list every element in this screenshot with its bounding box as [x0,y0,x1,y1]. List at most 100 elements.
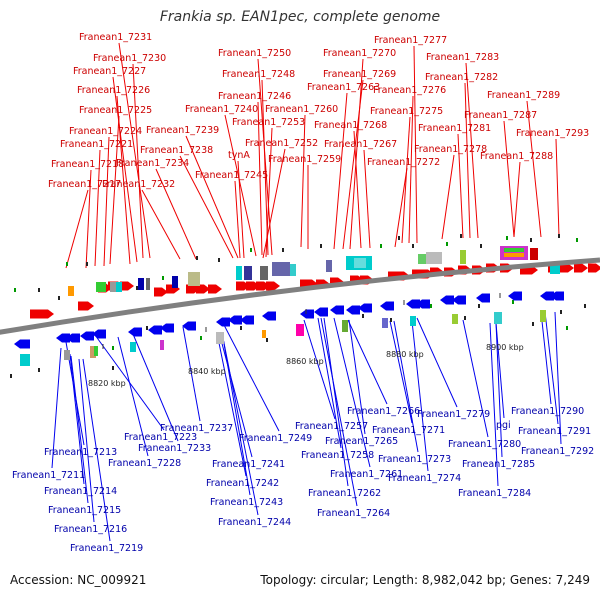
reverse-gene-arrow [148,325,162,335]
gene-label-top: Franean1_7221 [60,139,133,150]
leader-line-top [441,154,455,240]
leader-line-bottom [82,358,111,542]
gene-label-bottom: Franean1_7290 [511,406,584,417]
tick-feature-mark [136,286,138,290]
leader-line-bottom [317,317,342,449]
reverse-gene-arrow [66,333,80,343]
leader-line-bottom [217,337,247,477]
gene-label-bottom: Franean1_7265 [325,436,398,447]
tick-feature-mark [560,310,562,314]
tick-feature-mark [478,304,480,308]
reverse-gene-arrow [228,315,242,325]
tick-feature-mark [566,326,568,330]
tick-feature-mark [162,276,164,280]
leader-line-bottom [222,322,280,432]
tick-feature-mark [250,248,252,252]
gene-block [354,258,366,268]
gene-label-bottom: Franean1_7244 [218,517,291,528]
tick-feature-mark [412,244,414,248]
tick-feature-mark [266,338,268,342]
leader-line-top [118,42,151,259]
leader-line-top [103,136,110,267]
leader-line-top [155,168,197,260]
reverse-gene-arrow [262,311,276,321]
gene-block [172,276,178,288]
gene-label-bottom: Franean1_7291 [518,426,591,437]
forward-gene-arrow [266,281,280,291]
reverse-gene-arrow [452,295,466,305]
forward-gene-arrow [120,281,134,291]
leader-line-top [394,167,408,248]
leader-line-top [224,114,257,257]
gene-label-bottom: Franean1_7249 [239,433,312,444]
leader-line-top [234,180,241,259]
gene-label-top: Franean1_7277 [374,35,447,46]
tick-feature-mark [282,248,284,252]
gene-block [68,286,74,296]
gene-label-top: Franean1_7276 [373,85,446,96]
gene-block [90,346,96,358]
gene-label-bottom: Franean1_7211 [12,470,85,481]
tick-label: 8880 kbp [386,350,424,359]
leader-line-top [237,160,245,259]
reverse-gene-arrow [358,303,372,313]
leader-line-bottom [132,333,179,442]
tick-feature-mark [320,244,322,248]
gene-label-top: Franean1_7224 [69,126,142,137]
gene-label-top: Franean1_7234 [116,158,189,169]
gene-label-top: Franean1_7288 [480,151,553,162]
gene-block [504,248,524,252]
leader-line-bottom [222,337,259,516]
gene-label-bottom: Franean1_7292 [521,446,594,457]
leader-line-top [408,95,414,244]
gene-block [342,320,348,332]
genome-backbone [0,257,600,335]
leader-line-bottom [70,355,89,504]
gene-block [426,252,442,264]
gene-label-bottom: Franean1_7257 [295,421,368,432]
leader-line-top [265,127,273,258]
reverse-gene-arrow [56,333,70,343]
accession-label: Accession: NC_009921 [10,573,147,587]
gene-label-top: Franean1_7272 [367,157,440,168]
reverse-gene-arrow [80,331,94,341]
forward-gene-arrow [208,284,222,294]
gene-label-top: Franean1_7269 [323,69,396,80]
gene-block [290,264,296,276]
leader-line-top [465,62,479,239]
reverse-gene-arrow [508,291,522,301]
gene-block [460,250,466,264]
gene-label-top: Franean1_7287 [464,110,537,121]
reverse-gene-arrow [300,309,314,319]
top-leader-lines [65,42,560,269]
leader-line-top [555,138,560,237]
gene-block [64,350,70,360]
tick-feature-mark [362,314,364,318]
reverse-gene-arrow [216,317,230,327]
gene-label-bottom: Franean1_7279 [417,409,490,420]
leader-line-bottom [540,311,552,405]
leader-line-top [94,149,101,267]
gene-label-top: Franean1_7248 [222,69,295,80]
reverse-gene-arrow [540,291,554,301]
gene-label-bottom: Franean1_7284 [458,488,531,499]
leader-line-bottom [117,336,149,457]
gene-label-top: Franean1_7225 [79,105,152,116]
leader-line-bottom [495,322,503,458]
gene-label-top: Franean1_7226 [77,85,150,96]
forward-gene-arrow [560,263,574,273]
gene-block [20,354,30,366]
gene-block [494,312,502,324]
leader-line-top [179,155,234,259]
reverse-gene-arrow [406,299,420,309]
tick-feature-mark [530,238,532,242]
gene-block [94,346,98,356]
tick-feature-mark [240,326,242,330]
gene-label-top: Franean1_7245 [195,170,268,181]
gene-label-bottom: Franean1_7228 [108,458,181,469]
gene-label-bottom: Franean1_7214 [44,486,117,497]
gene-block [146,278,150,290]
gene-label-top: Franean1_7240 [185,104,258,115]
leader-line-top [333,92,348,250]
leader-line-bottom [462,319,489,438]
